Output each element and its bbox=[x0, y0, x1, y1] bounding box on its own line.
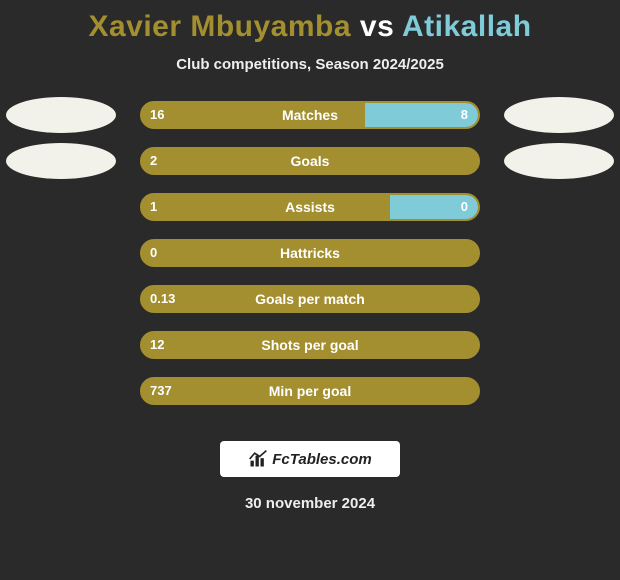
value-left: 737 bbox=[150, 377, 172, 405]
bar-left bbox=[142, 149, 480, 173]
stat-row: 0Hattricks bbox=[0, 239, 620, 285]
bar-track bbox=[140, 331, 480, 359]
subtitle: Club competitions, Season 2024/2025 bbox=[0, 56, 620, 73]
player1-name: Xavier Mbuyamba bbox=[88, 10, 351, 43]
value-right: 8 bbox=[461, 101, 468, 129]
player1-avatar bbox=[6, 143, 116, 179]
vs-text: vs bbox=[360, 10, 394, 43]
stat-row: 10Assists bbox=[0, 193, 620, 239]
stats-chart: 168Matches2Goals10Assists0Hattricks0.13G… bbox=[0, 101, 620, 423]
value-left: 0 bbox=[150, 239, 157, 267]
bar-left bbox=[142, 287, 480, 311]
stat-row: 737Min per goal bbox=[0, 377, 620, 423]
bar-track bbox=[140, 147, 480, 175]
bar-left bbox=[142, 241, 480, 265]
value-left: 16 bbox=[150, 101, 164, 129]
brand-box[interactable]: FcTables.com bbox=[220, 441, 400, 477]
stat-row: 2Goals bbox=[0, 147, 620, 193]
bar-track bbox=[140, 285, 480, 313]
player2-name: Atikallah bbox=[402, 10, 532, 43]
player2-avatar bbox=[504, 97, 614, 133]
bar-left bbox=[142, 103, 369, 127]
bar-left bbox=[142, 195, 394, 219]
bar-track bbox=[140, 239, 480, 267]
comparison-title: Xavier Mbuyamba vs Atikallah bbox=[0, 0, 620, 44]
bar-track bbox=[140, 193, 480, 221]
stat-row: 168Matches bbox=[0, 101, 620, 147]
bar-track bbox=[140, 377, 480, 405]
brand-text: FcTables.com bbox=[272, 451, 371, 468]
bar-track bbox=[140, 101, 480, 129]
value-right: 0 bbox=[461, 193, 468, 221]
value-left: 2 bbox=[150, 147, 157, 175]
date-text: 30 november 2024 bbox=[0, 495, 620, 512]
stat-row: 12Shots per goal bbox=[0, 331, 620, 377]
bar-left bbox=[142, 379, 480, 403]
bar-left bbox=[142, 333, 480, 357]
value-left: 0.13 bbox=[150, 285, 175, 313]
brand-chart-icon bbox=[248, 449, 268, 469]
player1-avatar bbox=[6, 97, 116, 133]
player2-avatar bbox=[504, 143, 614, 179]
value-left: 1 bbox=[150, 193, 157, 221]
value-left: 12 bbox=[150, 331, 164, 359]
stat-row: 0.13Goals per match bbox=[0, 285, 620, 331]
